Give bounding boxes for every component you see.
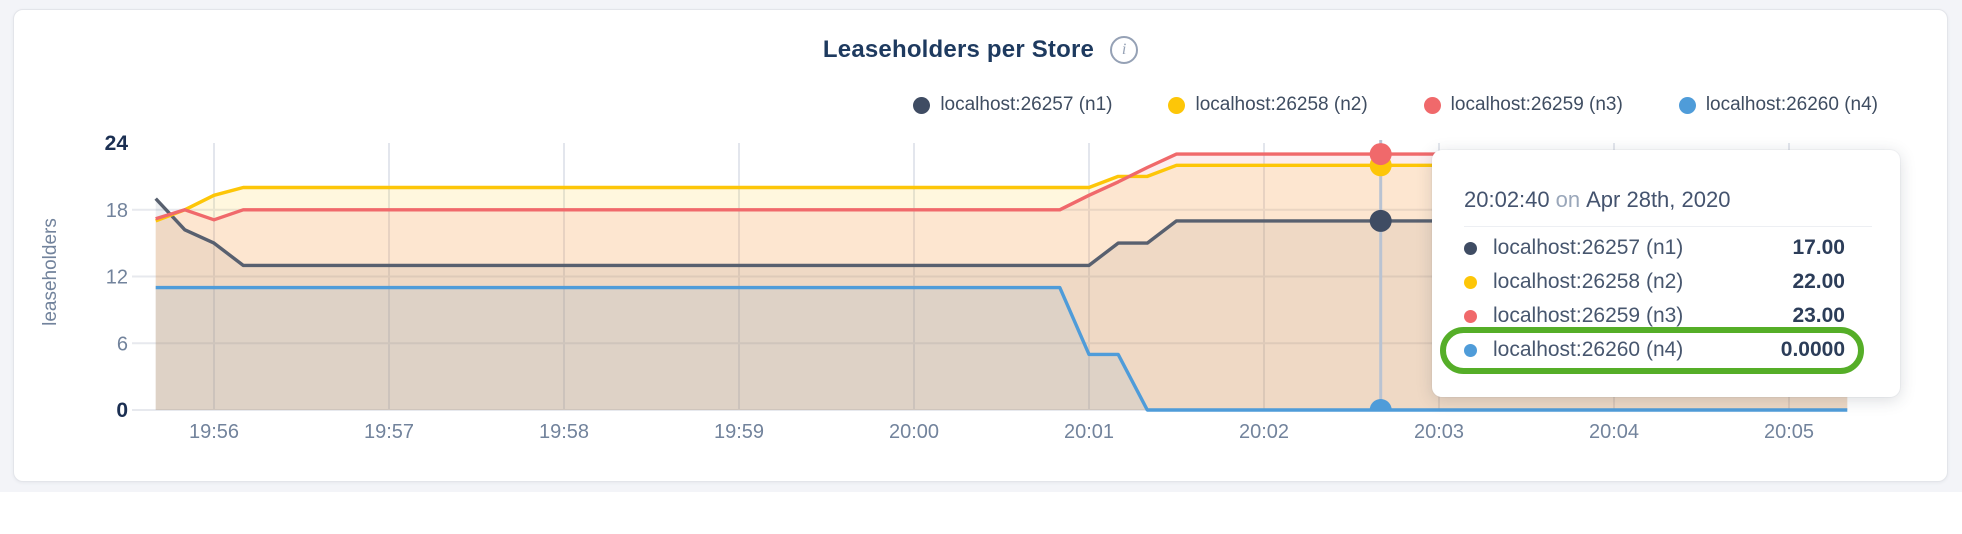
chart-title: Leaseholders per Store <box>822 36 1095 63</box>
tooltip-row: localhost:26258 (n2) 22.00 <box>1464 265 1900 299</box>
x-tick-label: 20:05 <box>1764 421 1814 443</box>
chart-legend: localhost:26257 (n1) localhost:26258 (n2)… <box>13 90 1948 120</box>
x-tick-label: 20:00 <box>889 421 939 443</box>
series-area-n1 <box>155 198 1848 410</box>
tooltip-series-dot-icon <box>1464 241 1477 255</box>
tooltip-series-dot-icon <box>1464 275 1477 289</box>
legend-label: localhost:26260 (n4) <box>1705 94 1878 115</box>
series-area-n4 <box>155 287 1848 410</box>
tooltip-on-word: on <box>1555 187 1581 212</box>
tooltip-title: 20:02:40 on Apr 28th, 2020 <box>1464 186 1900 214</box>
legend-item[interactable]: localhost:26260 (n4) <box>1678 94 1878 116</box>
y-axis-title: leaseholders <box>40 218 61 326</box>
series-line-n2 <box>155 163 1848 223</box>
chart-header: Leaseholders per Store i <box>13 30 1948 70</box>
y-tick-label: 24 <box>105 132 129 155</box>
tooltip-series-value: 22.00 <box>1792 270 1845 293</box>
chart-tooltip: 20:02:40 on Apr 28th, 2020 localhost:26257… <box>1432 150 1900 397</box>
legend-label: localhost:26259 (n3) <box>1450 94 1623 115</box>
tooltip-series-value: 17.00 <box>1792 236 1845 259</box>
legend-dot-icon <box>1168 96 1186 114</box>
info-icon-glyph: i <box>1121 41 1127 58</box>
tooltip-row: localhost:26260 (n4) 0.0000 <box>1464 333 1900 367</box>
tooltip-series-dot-icon <box>1464 343 1477 357</box>
y-tick-label: 18 <box>106 200 128 222</box>
legend-item[interactable]: localhost:26258 (n2) <box>1168 94 1368 116</box>
tooltip-divider <box>1464 226 1872 227</box>
legend-item[interactable]: localhost:26259 (n3) <box>1423 94 1623 116</box>
tooltip-series-value: 23.00 <box>1792 304 1845 327</box>
hover-point-n4 <box>1369 399 1392 411</box>
tooltip-series-label: localhost:26257 (n1) <box>1493 236 1684 259</box>
y-tick-label: 6 <box>117 333 128 355</box>
x-tick-label: 19:58 <box>539 421 589 443</box>
hover-point-n1 <box>1369 209 1392 232</box>
tooltip-series-label: localhost:26259 (n3) <box>1493 304 1684 327</box>
series-line-n3 <box>155 152 1848 222</box>
legend-label: localhost:26257 (n1) <box>940 94 1113 115</box>
tooltip-series-label: localhost:26260 (n4) <box>1493 338 1684 361</box>
next-section-strip <box>0 492 1962 534</box>
legend-dot-icon <box>913 96 931 114</box>
tooltip-series-dot-icon <box>1464 309 1477 323</box>
tooltip-series-value: 0.0000 <box>1780 338 1845 361</box>
x-tick-label: 20:03 <box>1414 421 1464 443</box>
tooltip-time: 20:02:40 <box>1464 187 1550 212</box>
series-line-n1 <box>154 197 1848 268</box>
x-tick-label: 19:56 <box>189 421 239 443</box>
hover-point-n3 <box>1369 143 1392 166</box>
x-tick-label: 20:04 <box>1589 421 1639 443</box>
tooltip-rows: localhost:26257 (n1) 17.00 localhost:26258… <box>1464 231 1900 367</box>
legend-item[interactable]: localhost:26257 (n1) <box>913 94 1112 116</box>
legend-dot-icon <box>1678 96 1696 114</box>
legend-dot-icon <box>1423 96 1441 114</box>
x-tick-label: 19:57 <box>364 421 414 443</box>
tooltip-row: localhost:26257 (n1) 17.00 <box>1464 231 1900 265</box>
series-line-n4 <box>155 285 1848 412</box>
tooltip-date: Apr 28th, 2020 <box>1586 187 1731 212</box>
y-tick-label: 12 <box>106 267 128 289</box>
y-tick-label: 0 <box>116 399 128 422</box>
x-tick-label: 20:02 <box>1239 421 1289 443</box>
series-area-n3 <box>155 154 1848 410</box>
tooltip-series-label: localhost:26258 (n2) <box>1493 270 1684 293</box>
info-icon[interactable]: i <box>1110 36 1139 64</box>
x-tick-label: 20:01 <box>1064 421 1114 443</box>
tooltip-row: localhost:26259 (n3) 23.00 <box>1464 299 1900 333</box>
legend-label: localhost:26258 (n2) <box>1195 94 1368 115</box>
x-tick-label: 19:59 <box>714 421 764 443</box>
